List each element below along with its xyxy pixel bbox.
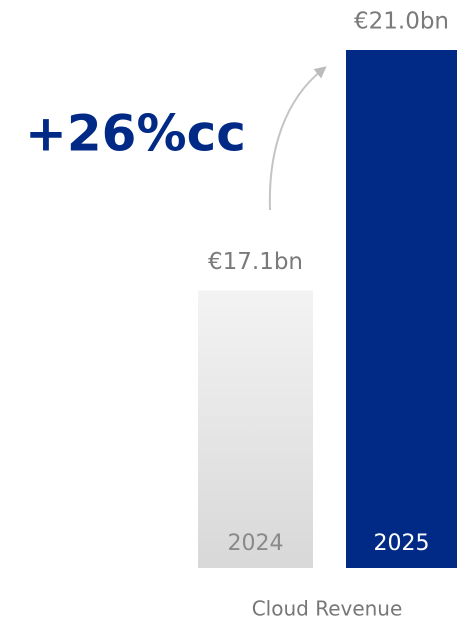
value-label: €17.1bn bbox=[208, 249, 303, 275]
x-axis-label: Cloud Revenue bbox=[252, 597, 403, 621]
annotation: +26%cc bbox=[25, 105, 246, 163]
category-label: 2025 bbox=[374, 531, 430, 556]
bar bbox=[346, 50, 457, 568]
value-label: €21.0bn bbox=[354, 9, 449, 35]
category-label: 2024 bbox=[228, 531, 284, 556]
bar bbox=[198, 290, 313, 568]
growth-arrow bbox=[268, 66, 327, 211]
